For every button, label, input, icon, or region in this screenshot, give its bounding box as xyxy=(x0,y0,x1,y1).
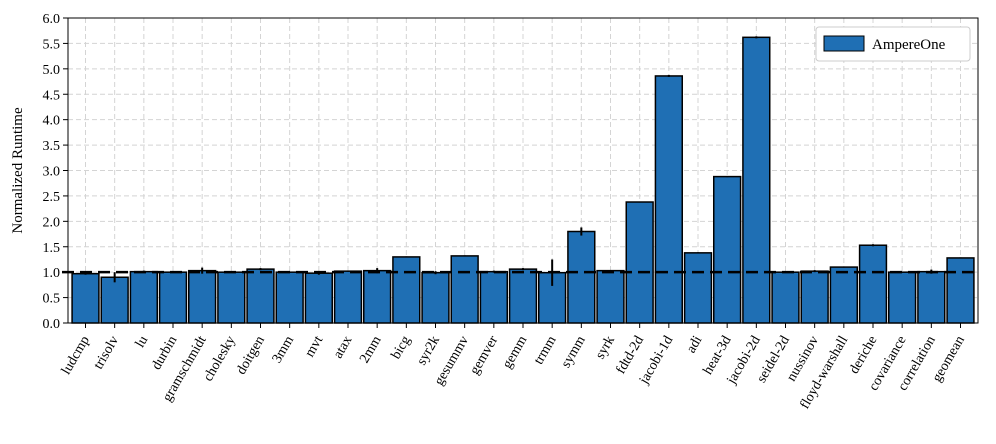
y-tick-label: 0.5 xyxy=(43,292,61,307)
y-tick-label: 4.0 xyxy=(43,114,61,129)
y-tick-label: 2.0 xyxy=(43,215,61,230)
x-tick-label-atax: atax xyxy=(331,334,356,362)
bar-atax xyxy=(333,270,363,324)
x-tick-label-symm: symm xyxy=(559,333,589,370)
bar-gesummv xyxy=(450,255,479,324)
bar-2mm xyxy=(363,269,392,324)
bar-covariance xyxy=(888,271,917,324)
y-tick-label: 1.5 xyxy=(43,241,61,256)
y-tick-label: 1.0 xyxy=(43,266,61,281)
x-tick-label-mvt: mvt xyxy=(302,333,326,359)
y-tick-label: 3.5 xyxy=(43,139,61,154)
bar-seidel-2d xyxy=(771,271,800,324)
bar-jacobi-1d xyxy=(654,75,684,324)
y-tick-label: 0.0 xyxy=(43,317,61,332)
legend: AmpereOne xyxy=(815,26,971,62)
bar-correlation xyxy=(917,270,946,324)
y-tick-label: 5.5 xyxy=(43,37,61,52)
bar-nussinov xyxy=(800,270,829,324)
bar-gemm xyxy=(508,268,538,324)
bar-adi xyxy=(683,252,713,324)
x-tick-label-bicg: bicg xyxy=(389,334,414,362)
legend-label: AmpereOne xyxy=(872,37,946,53)
bar-fdtd-2d xyxy=(625,201,654,324)
y-tick-label: 6.0 xyxy=(43,12,61,27)
bar-mvt xyxy=(304,272,333,324)
x-tick-label-syr2k: syr2k xyxy=(414,334,443,368)
bar-durbin xyxy=(158,271,188,324)
bar-trisolv xyxy=(100,276,129,324)
bar-syrk xyxy=(596,269,625,324)
bar-ludcmp xyxy=(71,272,100,324)
x-tick-label-durbin: durbin xyxy=(149,334,180,373)
legend-swatch xyxy=(823,35,865,52)
x-tick-label-lu: lu xyxy=(133,334,151,351)
x-tick-label-ludcmp: ludcmp xyxy=(59,334,93,378)
x-tick-label-trmm: trmm xyxy=(531,333,559,367)
y-axis-ticks: 0.0 0.5 1.0 1.5 2.0 2.5 3.0 3.5 4.0 4.5 5.0 5.5 6.0 xyxy=(43,12,68,332)
x-tick-label-trisolv: trisolv xyxy=(91,334,122,372)
bar-deriche xyxy=(858,244,888,324)
bar-jacobi-2d xyxy=(742,36,771,324)
y-axis-label: Normalized Runtime xyxy=(10,107,26,234)
bar-geomean xyxy=(946,257,975,324)
x-tick-label-gemm: gemm xyxy=(500,333,531,371)
x-tick-label-3mm: 3mm xyxy=(270,333,297,366)
bar-3mm xyxy=(275,271,304,324)
x-tick-label-adi: adi xyxy=(684,333,706,355)
x-tick-label-2mm: 2mm xyxy=(357,333,384,366)
bar-gramschmidt xyxy=(188,269,217,324)
y-tick-label: 2.5 xyxy=(43,190,61,205)
error-bars xyxy=(84,36,962,286)
bar-symm xyxy=(567,230,596,324)
y-tick-label: 3.0 xyxy=(43,165,61,180)
bar-heat-3d xyxy=(713,175,742,324)
y-tick-label: 5.0 xyxy=(43,63,61,78)
bar-lu xyxy=(129,270,159,324)
x-tick-label-syrk: syrk xyxy=(593,334,618,362)
bars xyxy=(71,36,975,324)
x-tick-label-gemver: gemver xyxy=(467,333,501,377)
bar-floyd-warshall xyxy=(829,266,859,324)
bar-syr2k xyxy=(421,271,450,324)
bar-doitgen xyxy=(246,268,275,324)
x-tick-label-doitgen: doitgen xyxy=(234,334,268,378)
y-tick-label: 4.5 xyxy=(43,88,61,103)
bar-gemver xyxy=(479,270,508,324)
bar-bicg xyxy=(392,256,421,324)
bar-cholesky xyxy=(217,271,246,324)
